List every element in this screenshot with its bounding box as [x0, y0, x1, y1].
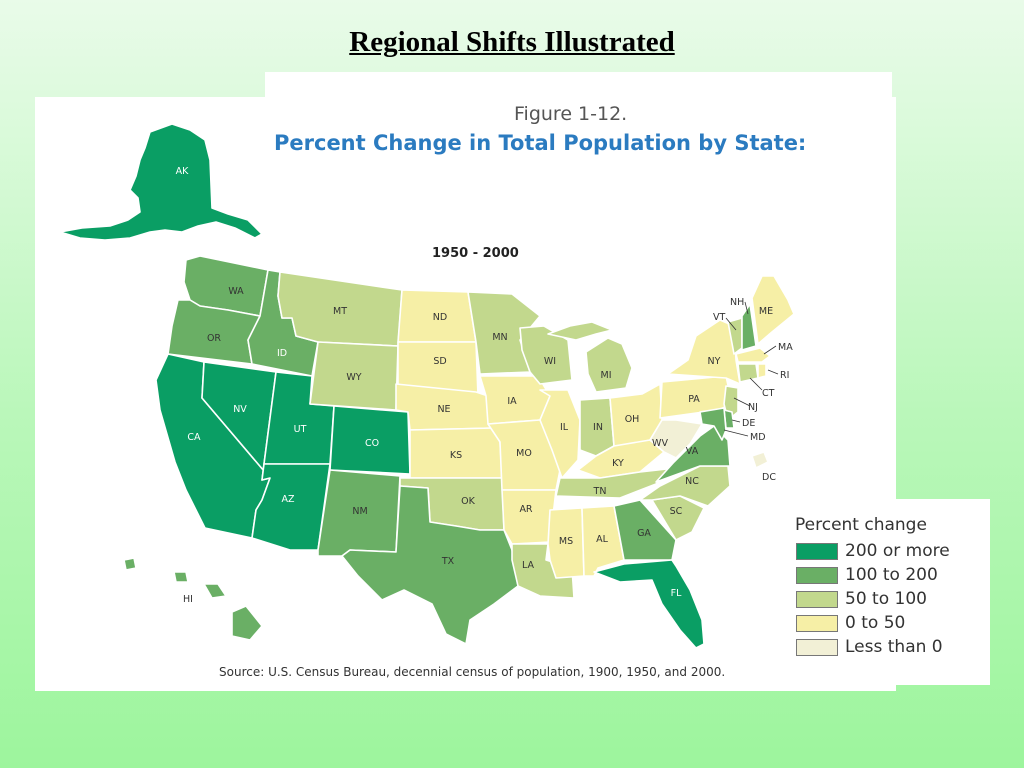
legend-label: Less than 0 — [845, 637, 943, 657]
label-AL: AL — [596, 534, 608, 545]
state-WI[interactable] — [519, 325, 573, 385]
state-FL[interactable] — [593, 559, 705, 649]
legend-label: 100 to 200 — [845, 565, 938, 585]
label-AK: AK — [176, 166, 189, 177]
label-TN: TN — [593, 486, 607, 497]
legend-swatch — [796, 614, 838, 632]
legend-item-less-than-0: Less than 0 — [796, 637, 943, 657]
state-RI[interactable] — [757, 363, 767, 379]
figure-number: Figure 1-12. — [514, 103, 627, 125]
label-NM: NM — [352, 506, 367, 517]
label-CO: CO — [365, 438, 379, 449]
state-MI-upper[interactable] — [547, 321, 613, 341]
state-LA[interactable] — [511, 543, 575, 599]
label-MD: MD — [750, 432, 766, 443]
label-WA: WA — [228, 286, 244, 297]
label-PA: PA — [688, 394, 700, 405]
legend-item-200-or-more: 200 or more — [796, 541, 950, 561]
figure-title: Percent Change in Total Population by St… — [274, 131, 806, 155]
label-ID: ID — [277, 348, 287, 359]
label-NH: NH — [730, 297, 744, 308]
label-OR: OR — [207, 333, 221, 344]
state-HI-kauai[interactable] — [123, 557, 137, 571]
state-DC[interactable] — [751, 451, 769, 469]
label-IN: IN — [593, 422, 603, 433]
state-MI[interactable] — [585, 337, 633, 393]
label-DC: DC — [762, 472, 776, 483]
label-CT: CT — [762, 388, 775, 399]
label-OH: OH — [625, 414, 640, 425]
label-WV: WV — [652, 438, 668, 449]
state-HI-maui[interactable] — [203, 583, 227, 599]
state-CT[interactable] — [737, 363, 759, 383]
label-FL: FL — [671, 588, 682, 599]
label-IL: IL — [560, 422, 569, 433]
label-KY: KY — [612, 458, 624, 469]
label-AZ: AZ — [281, 494, 294, 505]
legend-label: 0 to 50 — [845, 613, 906, 633]
label-VT: VT — [713, 312, 725, 323]
label-GA: GA — [637, 528, 651, 539]
label-MI: MI — [601, 370, 612, 381]
label-WI: WI — [544, 356, 556, 367]
label-VA: VA — [686, 446, 699, 457]
state-MA[interactable] — [735, 347, 771, 363]
legend-label: 200 or more — [845, 541, 950, 561]
slide-title: Regional Shifts Illustrated — [349, 26, 675, 58]
label-MT: MT — [333, 306, 347, 317]
state-HI-big[interactable] — [231, 605, 263, 641]
source-note: Source: U.S. Census Bureau, decennial ce… — [219, 665, 725, 679]
label-SC: SC — [670, 506, 683, 517]
label-MA: MA — [778, 342, 793, 353]
state-HI-oahu[interactable] — [173, 571, 189, 583]
label-IA: IA — [507, 396, 517, 407]
state-WV[interactable] — [649, 419, 703, 459]
label-NY: NY — [708, 356, 721, 367]
legend-item-50-to-100: 50 to 100 — [796, 589, 927, 609]
label-NJ: NJ — [748, 402, 758, 413]
legend-swatch — [796, 566, 838, 584]
state-NH[interactable] — [741, 303, 757, 351]
legend-item-0-to-50: 0 to 50 — [796, 613, 905, 633]
label-ND: ND — [433, 312, 447, 323]
legend-label: 50 to 100 — [845, 589, 927, 609]
callout-lines — [723, 301, 779, 437]
state-ME[interactable] — [751, 275, 795, 345]
label-CA: CA — [187, 432, 201, 443]
label-KS: KS — [450, 450, 462, 461]
state-MD[interactable] — [699, 407, 727, 441]
label-LA: LA — [522, 560, 535, 571]
label-MO: MO — [516, 448, 532, 459]
state-TN[interactable] — [555, 467, 677, 499]
label-ME: ME — [759, 306, 773, 317]
label-NC: NC — [685, 476, 699, 487]
label-NE: NE — [437, 404, 450, 415]
label-NV: NV — [233, 404, 247, 415]
label-MN: MN — [492, 332, 507, 343]
label-DE: DE — [742, 418, 755, 429]
legend-swatch — [796, 590, 838, 608]
label-SD: SD — [433, 356, 446, 367]
state-AR[interactable] — [501, 489, 557, 545]
legend-swatch — [796, 638, 838, 656]
state-NC[interactable] — [639, 465, 731, 507]
label-MS: MS — [559, 536, 573, 547]
label-OK: OK — [461, 496, 475, 507]
state-AZ[interactable] — [251, 463, 331, 551]
legend-item-100-to-200: 100 to 200 — [796, 565, 938, 585]
label-WY: WY — [346, 372, 361, 383]
state-TX[interactable] — [341, 485, 519, 645]
state-GA[interactable] — [613, 499, 677, 561]
label-UT: UT — [294, 424, 307, 435]
label-HI: HI — [183, 594, 193, 605]
legend-swatch — [796, 542, 838, 560]
legend-title: Percent change — [795, 515, 927, 535]
label-AR: AR — [519, 504, 532, 515]
label-RI: RI — [780, 370, 789, 381]
figure-period: 1950 - 2000 — [432, 246, 519, 261]
state-AK[interactable] — [59, 123, 263, 241]
label-TX: TX — [441, 556, 455, 567]
